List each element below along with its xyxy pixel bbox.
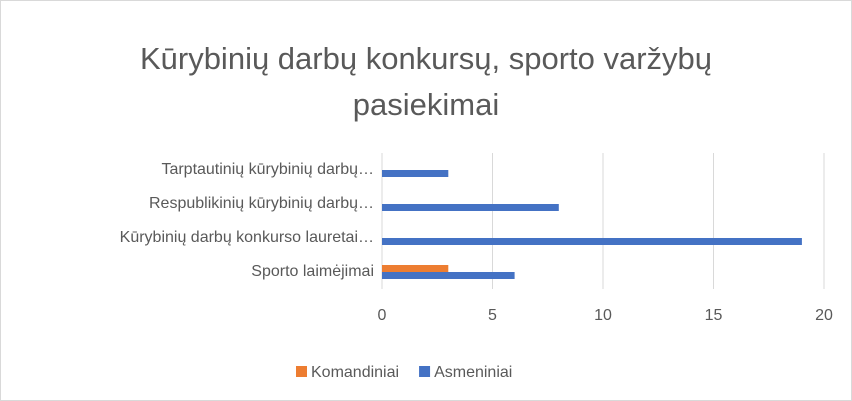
legend-swatch	[296, 366, 307, 377]
chart-title: Kūrybinių darbų konkursų, sporto varžybų…	[139, 41, 713, 122]
y-tick-label: Kūrybinių darbų konkurso lauretai…	[120, 229, 374, 246]
bar	[382, 204, 559, 211]
bar	[382, 265, 449, 272]
bar	[382, 272, 515, 279]
x-tick-label: 5	[488, 307, 497, 324]
legend-label: Komandiniai	[311, 364, 399, 381]
bar	[382, 170, 449, 177]
x-tick-label: 20	[815, 307, 833, 324]
y-tick-label: Sporto laimėjimai	[251, 263, 374, 280]
x-tick-label: 15	[705, 307, 723, 324]
bar	[382, 238, 802, 245]
x-tick-label: 10	[594, 307, 612, 324]
x-tick-label: 0	[378, 307, 387, 324]
legend-swatch	[419, 366, 431, 377]
y-tick-label: Respublikinių kūrybinių darbų…	[149, 195, 374, 212]
legend-label: Asmeniniai	[434, 364, 512, 381]
y-tick-label: Tarptautinių kūrybinių darbų…	[161, 161, 374, 178]
